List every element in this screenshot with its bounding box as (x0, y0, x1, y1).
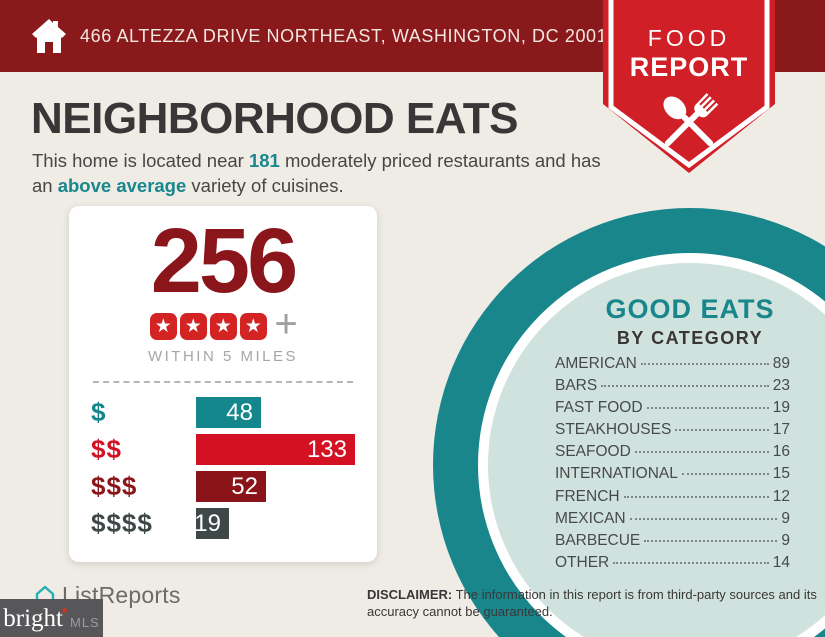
category-value: 9 (781, 531, 790, 549)
price-tier-label: $$$$ (91, 508, 153, 539)
category-value: 23 (772, 377, 790, 395)
price-bar: 133 (195, 434, 355, 466)
bright-mls-suffix: MLS (69, 614, 100, 630)
category-value: 89 (772, 355, 790, 372)
category-row: BARS 23 (555, 377, 790, 399)
star-badge-icon: ★ (149, 312, 177, 340)
disclaimer-body: The information in this report is from t… (367, 587, 817, 619)
star-badge-icon: ★ (239, 312, 267, 340)
utensils-icon (663, 93, 719, 147)
home-icon (32, 19, 66, 53)
price-tier-label: $$$ (91, 471, 138, 502)
category-name: INTERNATIONAL (555, 465, 678, 483)
category-value: 17 (772, 421, 790, 439)
star-badge-icon: ★ (209, 312, 237, 340)
variety-highlight: above average (57, 174, 187, 196)
disclaimer-label: DISCLAIMER: (367, 587, 453, 602)
category-value: 15 (772, 465, 790, 483)
dotted-leader (646, 407, 769, 410)
star-badge-icon: ★ (179, 312, 207, 340)
category-row: SEAFOOD 16 (555, 443, 790, 465)
price-row: $$$$ 19 (91, 508, 355, 540)
price-row: $48 (91, 397, 355, 429)
property-address: 466 ALTEZZA DRIVE NORTHEAST, WASHINGTON,… (80, 25, 618, 46)
dotted-leader (601, 385, 769, 388)
category-value: 16 (772, 443, 790, 461)
ribbon-line1: FOOD (648, 25, 730, 51)
price-tier-label: $ (91, 397, 107, 428)
category-value: 12 (772, 487, 790, 505)
dotted-leader (613, 561, 769, 564)
dotted-leader (681, 473, 769, 476)
plus-sign: + (274, 302, 298, 347)
price-row: $$ 133 (91, 434, 355, 466)
price-bar: 52 (196, 471, 266, 503)
category-name: FRENCH (555, 487, 620, 505)
category-row: MEXICAN 9 (555, 510, 790, 532)
dotted-leader (629, 517, 778, 520)
category-name: BARBECUE (555, 531, 641, 549)
category-row: OTHER 14 (555, 554, 790, 576)
food-report-ribbon: FOOD REPORT (603, 0, 775, 173)
within-miles-label: WITHIN 5 MILES (147, 348, 298, 366)
category-name: STEAKHOUSES (555, 421, 672, 439)
price-tier-label: $$ (91, 434, 122, 465)
price-bar: 19 (194, 508, 229, 540)
dotted-leader (640, 363, 769, 365)
category-name: OTHER (555, 553, 610, 571)
category-row: AMERICAN 89 (555, 355, 790, 377)
intro-part1: This home is located near (32, 150, 249, 171)
intro-part3: variety of cuisines. (186, 174, 344, 196)
dotted-leader (634, 451, 769, 454)
restaurant-count: 181 (248, 150, 280, 171)
category-name: MEXICAN (555, 509, 626, 527)
disclaimer-text: DISCLAIMER: The information in this repo… (367, 587, 825, 620)
good-eats-header: GOOD EATS BY CATEGORY (525, 294, 825, 349)
category-name: AMERICAN (555, 355, 637, 372)
total-restaurants: 256 (150, 210, 299, 312)
category-row: FRENCH 12 (555, 488, 790, 510)
price-row: $$$ 52 (91, 471, 355, 503)
good-eats-subtitle: BY CATEGORY (616, 328, 764, 348)
category-name: BARS (555, 377, 598, 395)
category-name: FAST FOOD (555, 399, 643, 417)
price-bar-chart: $48 $$ 133 $$$ 52 $$$$ 19 (91, 397, 355, 540)
intro-part2: moderately priced restaurants and has an (32, 150, 601, 196)
star-rating: ★ ★ ★ ★ + (91, 302, 355, 347)
category-row: FAST FOOD 19 (555, 399, 790, 421)
category-value: 19 (772, 399, 790, 417)
page-title: NEIGHBORHOOD EATS (31, 94, 518, 143)
category-list: AMERICAN 89 BARS 23 FAST FOOD 19 STEAKHOUSES 17… (555, 355, 790, 576)
good-eats-title: GOOD EATS (605, 294, 775, 324)
dotted-leader (675, 429, 769, 432)
category-value: 14 (772, 553, 790, 571)
dotted-leader (644, 539, 778, 542)
category-row: STEAKHOUSES 17 (555, 421, 790, 443)
stats-card: 256 ★ ★ ★ ★ + WITHIN 5 MILES $48 $$ 133 $$$ 52 $$… (69, 206, 377, 562)
intro-text: This home is located near 181 moderately… (32, 149, 622, 199)
dotted-leader (623, 495, 769, 498)
category-row: INTERNATIONAL 15 (555, 465, 790, 487)
ribbon-line2: REPORT (630, 52, 749, 82)
bright-mls-brand: bright (3, 606, 67, 631)
bright-mls-dot-icon (61, 607, 67, 613)
category-name: SEAFOOD (555, 443, 631, 461)
category-value: 9 (781, 509, 790, 527)
price-bar: 48 (196, 397, 261, 429)
dashed-divider (93, 381, 353, 384)
bright-mls-logo: bright MLS (0, 599, 103, 637)
category-row: BARBECUE 9 (555, 532, 790, 554)
